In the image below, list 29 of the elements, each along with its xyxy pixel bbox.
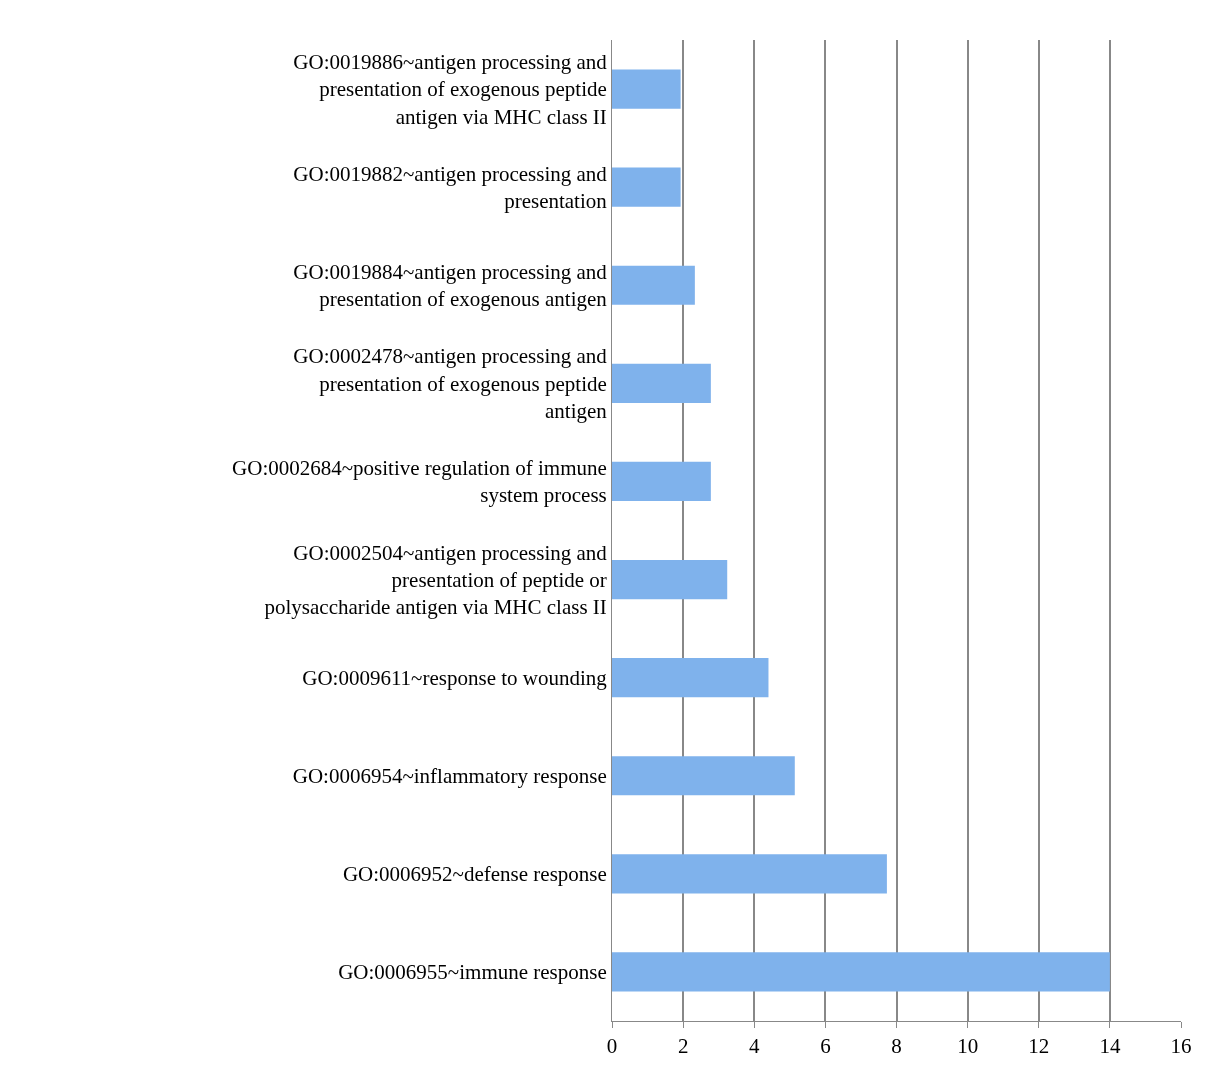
bar — [612, 265, 695, 305]
y-tick-label: GO:0019882~antigen processing and presentation — [293, 161, 608, 214]
x-tick-label: 4 — [749, 1034, 760, 1059]
bar — [612, 658, 769, 698]
x-tick-label: 6 — [820, 1034, 831, 1059]
y-tick-label: GO:0019886~antigen processing and presentation of exogenous peptide antigen via MHC class II — [293, 50, 608, 129]
bar — [612, 756, 795, 796]
x-tick-label: 0 — [606, 1034, 618, 1059]
y-tick-label: GO:0009611~response to wounding — [302, 666, 608, 690]
x-tick-label: 10 — [957, 1034, 979, 1059]
x-tick-label: 16 — [1170, 1034, 1192, 1059]
y-tick-label: GO:0006955~immune response — [338, 960, 607, 985]
y-tick-label: GO:0019884~antigen processing and presentation of exogenous antigen — [293, 259, 608, 312]
x-tick-label: 12 — [1028, 1034, 1050, 1059]
bar — [612, 363, 711, 403]
x-tick-label: 2 — [677, 1034, 689, 1059]
y-tick-label: GO:0006954~inflammatory response — [292, 764, 607, 789]
bar — [612, 952, 1110, 992]
y-tick-label: GO:0002684~positive regulation of immune system process — [232, 456, 607, 508]
x-tick-label: 8 — [891, 1034, 902, 1059]
y-tick-label: GO:0002504~antigen processing and presentation of peptide or polysaccharide antigen via MHC class II — [264, 540, 608, 620]
bar — [612, 854, 887, 894]
bar — [612, 167, 681, 207]
bar — [612, 461, 711, 502]
bar — [612, 559, 728, 600]
x-tick-label: 14 — [1099, 1034, 1121, 1059]
y-tick-label: GO:0002478~antigen processing and presentation of exogenous peptide antigen — [293, 344, 608, 423]
bar — [612, 69, 681, 109]
y-tick-label: GO:0006952~defense response — [342, 862, 607, 887]
